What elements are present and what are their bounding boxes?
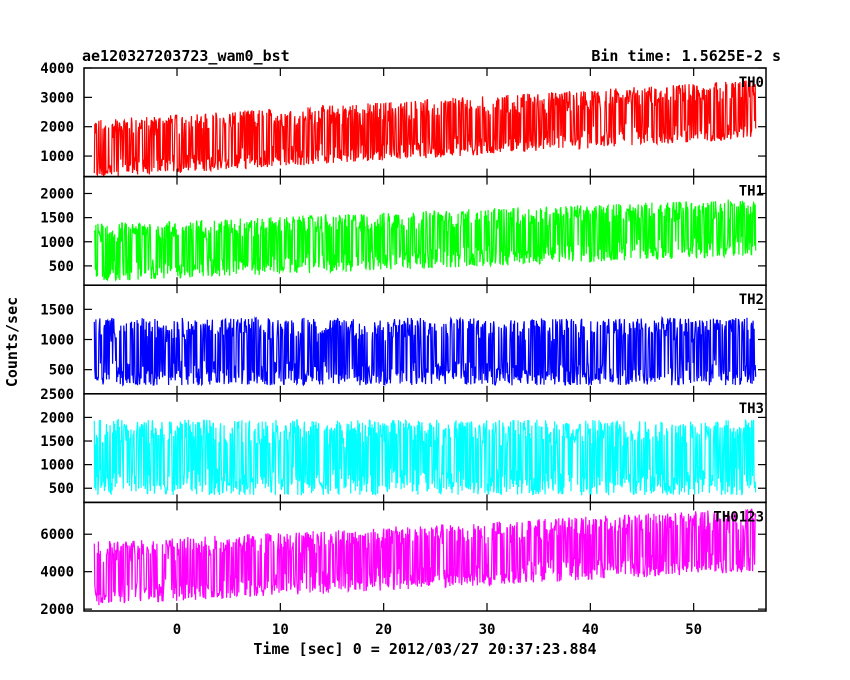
panel-label-th0: TH0 (739, 75, 764, 91)
y-tick-label: 1000 (40, 235, 74, 251)
series-th1-trace (93, 199, 757, 282)
x-tick-label: 40 (582, 622, 599, 638)
x-tick-label: 30 (479, 622, 496, 638)
panel-th0: 1000 2000 3000 4000 TH0 (40, 61, 767, 178)
y-tick-label: 4000 (40, 565, 74, 581)
x-tick-label: 20 (375, 622, 392, 638)
y-tick-label: 2500 (40, 387, 74, 403)
x-tick-label: 50 (685, 622, 702, 638)
panel-th1: 500 1000 1500 2000 TH1 (40, 175, 767, 286)
panel-label-th3: TH3 (739, 401, 764, 417)
panel-th3: 500 1000 1500 2000 2500 TH3 (40, 387, 767, 504)
panel-label-th1: TH1 (739, 184, 764, 200)
y-tick-label: 2000 (40, 120, 74, 136)
series-th3-trace (93, 418, 757, 496)
y-tick-label: 6000 (40, 527, 74, 543)
series-th0-trace (93, 80, 757, 177)
plot-title: ae120327203723_wam0_bst (82, 47, 290, 65)
series-th2-trace (93, 315, 757, 387)
bin-time-label: Bin time: 1.5625E-2 s (591, 47, 781, 65)
x-tick-label: 10 (272, 622, 289, 638)
panel-th2: 500 1000 1500 TH2 (40, 284, 767, 395)
x-axis-label: Time [sec] 0 = 2012/03/27 20:37:23.884 (253, 640, 596, 658)
y-tick-label: 1500 (40, 211, 74, 227)
y-tick-label: 1000 (40, 333, 74, 349)
panel-frame (83, 501, 767, 612)
y-tick-label: 1000 (40, 149, 74, 165)
y-axis-label: Counts/sec (3, 297, 21, 387)
panel-th0123: 2000 4000 6000 TH0123 (40, 501, 767, 618)
y-tick-label: 500 (49, 363, 74, 379)
panel-label-th2: TH2 (739, 292, 764, 308)
y-tick-label: 1500 (40, 434, 74, 450)
y-tick-label: 1500 (40, 302, 74, 318)
series-th0123-trace (93, 508, 757, 606)
y-tick-label: 1000 (40, 458, 74, 474)
y-tick-label: 2000 (40, 186, 74, 202)
panel-label-th0123: TH0123 (713, 509, 764, 525)
y-tick-label: 500 (49, 481, 74, 497)
y-tick-label: 500 (49, 259, 74, 275)
y-tick-label: 3000 (40, 90, 74, 106)
y-tick-label: 2000 (40, 410, 74, 426)
x-tick-label: 0 (173, 622, 181, 638)
y-tick-label: 4000 (40, 61, 74, 77)
y-tick-label: 2000 (40, 602, 74, 618)
